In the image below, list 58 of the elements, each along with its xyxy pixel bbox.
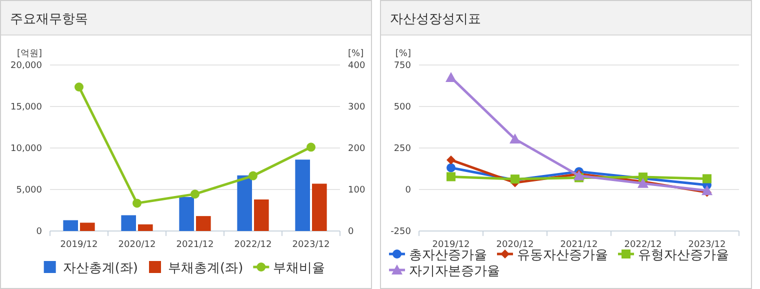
bar bbox=[121, 215, 136, 231]
y-tick-label: 750 bbox=[394, 61, 412, 71]
point bbox=[446, 163, 456, 172]
x-tick-label: 2019/12 bbox=[60, 240, 98, 250]
point bbox=[248, 171, 258, 180]
y-tick-label: 250 bbox=[394, 144, 412, 154]
chart-title: 자산성장성지표 bbox=[390, 12, 481, 27]
point bbox=[702, 174, 712, 184]
bar bbox=[138, 224, 153, 231]
point bbox=[510, 134, 520, 144]
point bbox=[74, 82, 84, 92]
bar bbox=[63, 220, 78, 231]
y2-tick-label: 0 bbox=[348, 227, 354, 237]
legend-label: 자산총계(좌) bbox=[62, 261, 138, 276]
y-tick-label: 15,000 bbox=[10, 102, 42, 112]
x-tick-label: 2020/12 bbox=[496, 240, 534, 250]
bar bbox=[80, 222, 95, 231]
x-tick-label: 2019/12 bbox=[432, 240, 470, 250]
y-axis-title: [억원] bbox=[16, 49, 42, 59]
legend-label: 부채총계(좌) bbox=[168, 261, 244, 276]
x-tick-label: 2023/12 bbox=[292, 240, 330, 250]
point bbox=[446, 72, 456, 82]
y-tick-label: 0 bbox=[405, 186, 412, 196]
y2-tick-label: 200 bbox=[348, 144, 366, 154]
bar bbox=[295, 160, 310, 231]
x-tick-label: 2022/12 bbox=[624, 240, 662, 250]
point bbox=[132, 198, 142, 208]
legend-label: 유동자산증가율 bbox=[517, 248, 608, 263]
x-tick-label: 2021/12 bbox=[176, 240, 214, 250]
point bbox=[446, 155, 456, 164]
x-tick-label: 2022/12 bbox=[234, 240, 272, 250]
y2-tick-label: 300 bbox=[348, 102, 366, 112]
y-tick-label: 20,000 bbox=[10, 61, 42, 71]
x-tick-label: 2020/12 bbox=[118, 240, 156, 250]
y-axis-title: [%] bbox=[395, 49, 411, 59]
y-tick-label: 0 bbox=[36, 227, 42, 237]
y-tick-label: 5,000 bbox=[16, 186, 42, 196]
point bbox=[446, 172, 456, 182]
bar bbox=[312, 184, 327, 231]
y2-axis-title: [%] bbox=[348, 49, 364, 59]
point bbox=[190, 190, 200, 199]
point bbox=[306, 142, 316, 152]
bar bbox=[179, 196, 194, 231]
y2-tick-label: 400 bbox=[348, 61, 366, 71]
y-tick-label: 500 bbox=[394, 102, 412, 112]
legend-label: 부채비율 bbox=[273, 261, 326, 276]
x-tick-label: 2023/12 bbox=[688, 240, 726, 250]
y-tick-label: 10,000 bbox=[10, 144, 42, 154]
chart-title: 주요재무항목 bbox=[10, 12, 88, 27]
legend-label: 자기자본증가율 bbox=[409, 264, 500, 279]
bar bbox=[254, 199, 269, 231]
y-tick-label: -250 bbox=[390, 227, 412, 237]
bar bbox=[237, 175, 252, 231]
x-tick-label: 2021/12 bbox=[560, 240, 598, 250]
y2-tick-label: 100 bbox=[348, 186, 366, 196]
legend-label: 총자산증가율 bbox=[409, 248, 487, 263]
legend-label: 유형자산증가율 bbox=[638, 248, 729, 263]
bar bbox=[196, 216, 211, 231]
